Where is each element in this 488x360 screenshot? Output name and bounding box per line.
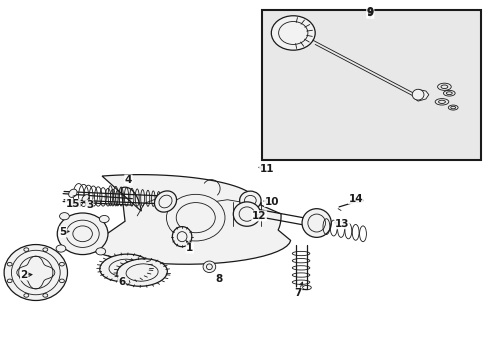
Text: 8: 8 bbox=[215, 274, 223, 284]
Ellipse shape bbox=[203, 261, 215, 273]
Ellipse shape bbox=[271, 16, 315, 50]
Ellipse shape bbox=[68, 189, 77, 197]
Polygon shape bbox=[87, 175, 290, 264]
Text: 7: 7 bbox=[294, 288, 301, 298]
Ellipse shape bbox=[154, 191, 176, 212]
Ellipse shape bbox=[354, 198, 362, 203]
Text: 6: 6 bbox=[118, 277, 125, 287]
Ellipse shape bbox=[57, 213, 108, 255]
Text: 2: 2 bbox=[20, 270, 28, 280]
Text: 13: 13 bbox=[334, 219, 348, 229]
Ellipse shape bbox=[117, 259, 167, 286]
Ellipse shape bbox=[233, 202, 260, 226]
Text: 9: 9 bbox=[366, 7, 373, 17]
Ellipse shape bbox=[60, 213, 69, 220]
Bar bbox=[261, 10, 480, 160]
Ellipse shape bbox=[66, 220, 99, 247]
Text: 12: 12 bbox=[251, 211, 266, 221]
Ellipse shape bbox=[4, 244, 67, 301]
Text: 5: 5 bbox=[60, 227, 66, 237]
Text: 10: 10 bbox=[264, 197, 279, 207]
Text: 3: 3 bbox=[85, 200, 93, 210]
Ellipse shape bbox=[82, 195, 89, 201]
Ellipse shape bbox=[302, 209, 330, 237]
Text: 9: 9 bbox=[366, 8, 373, 18]
Text: 11: 11 bbox=[259, 164, 274, 174]
Text: 1: 1 bbox=[186, 243, 193, 253]
Ellipse shape bbox=[411, 89, 423, 100]
Ellipse shape bbox=[100, 254, 150, 282]
Text: 14: 14 bbox=[347, 194, 362, 204]
Ellipse shape bbox=[239, 191, 261, 210]
Ellipse shape bbox=[56, 245, 66, 252]
Polygon shape bbox=[413, 90, 428, 101]
Text: 4: 4 bbox=[124, 175, 132, 185]
Ellipse shape bbox=[96, 248, 105, 255]
Ellipse shape bbox=[172, 226, 191, 247]
Ellipse shape bbox=[99, 215, 109, 222]
Ellipse shape bbox=[166, 194, 224, 241]
Text: 15: 15 bbox=[65, 199, 80, 210]
